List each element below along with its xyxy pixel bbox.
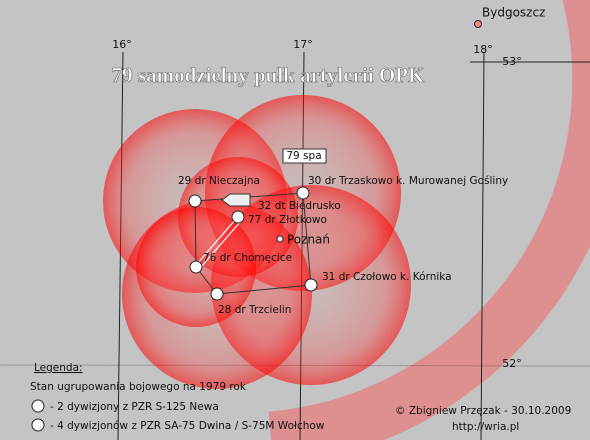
grid-label: 18°: [473, 43, 493, 56]
meridian: [480, 51, 485, 440]
site-icon: [189, 260, 203, 274]
ranges: [103, 95, 411, 389]
map-title: 79 samodzielny pułk artylerii OPK: [112, 63, 425, 87]
unit-label: 29 dr Nieczajna: [178, 175, 260, 187]
legend-icon: [31, 399, 45, 413]
site-icon: [296, 186, 310, 200]
site-icon: [231, 210, 245, 224]
link-lines: [200, 220, 242, 268]
unit-label: 28 dr Trzcielin: [218, 304, 291, 316]
city-label: Poznań: [287, 233, 330, 247]
unit-label: 76 dr Chomęcice: [203, 252, 292, 264]
site-icon: [304, 278, 318, 292]
unit-label: 32 dt Biedrusko: [258, 200, 341, 212]
grid-label: 53°: [502, 55, 522, 68]
city-label: Bydgoszcz: [482, 6, 545, 20]
grid-label: 52°: [502, 357, 522, 370]
legend-subtitle: Stan ugrupowania bojowego na 1979 rok: [30, 381, 247, 393]
unit-label: 31 dr Czołowo k. Kórnika: [322, 271, 452, 283]
link-lines: [195, 218, 237, 266]
legend-icon: [31, 418, 45, 432]
range-band: [268, 0, 590, 440]
legend-item: - 4 dywizjonów z PZR SA-75 Dwina / S-75M…: [50, 420, 325, 432]
unit-box: [282, 148, 327, 164]
unit-label: 77 dr Złotkowo: [248, 214, 327, 226]
city-dot: [276, 235, 284, 243]
credit: http://wria.pl: [452, 421, 519, 433]
unit-label: 30 dr Trzaskowo k. Murowanej Gośliny: [308, 175, 508, 187]
unit-label: 79 spa: [286, 150, 321, 162]
legend-title: Legenda:: [34, 362, 83, 374]
radar-icon: [221, 193, 251, 207]
site-icon: [188, 194, 202, 208]
site-icon: [210, 287, 224, 301]
legend-item: - 2 dywizjony z PZR S-125 Newa: [50, 401, 219, 413]
grid-label: 17°: [293, 38, 313, 51]
link-lines: [194, 192, 312, 295]
credit: © Zbigniew Przęzak - 30.10.2009: [395, 405, 571, 417]
city-dot: [474, 20, 482, 28]
grid-label: 16°: [112, 38, 132, 51]
